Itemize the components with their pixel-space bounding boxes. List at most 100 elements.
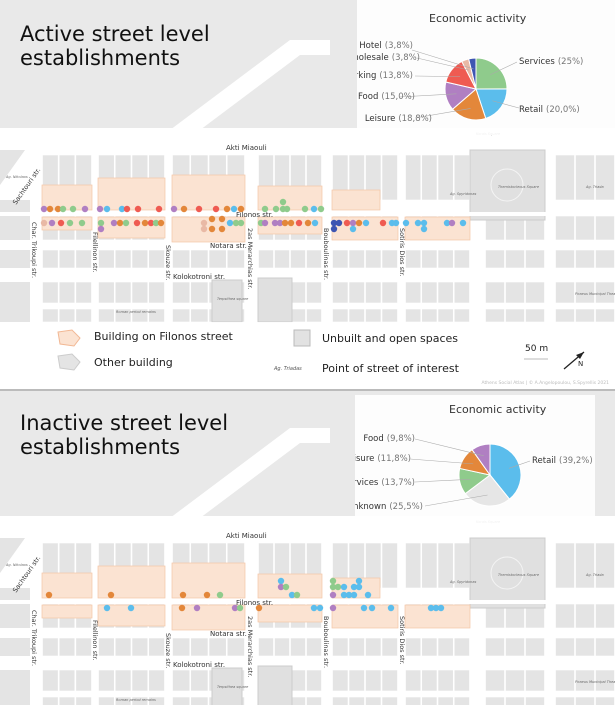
pie-label-name: Food xyxy=(363,434,383,444)
establishment-dot-parking xyxy=(295,219,303,227)
building xyxy=(131,696,149,705)
leader-line xyxy=(508,460,531,469)
street-label-ag_spyridonas: Ag. Spyridonas xyxy=(449,580,476,584)
filonos-building xyxy=(257,604,323,623)
building xyxy=(226,249,245,269)
establishment-dot-food xyxy=(48,219,56,227)
establishment-dot-wholesale xyxy=(200,219,208,227)
building xyxy=(505,637,525,657)
building xyxy=(332,249,349,269)
building xyxy=(258,637,274,657)
building xyxy=(555,215,575,241)
street-label-terpsithea: Terpsithea square xyxy=(217,297,248,301)
building xyxy=(595,637,615,657)
street-label-notara: Notara str. xyxy=(210,630,247,638)
building xyxy=(555,249,575,269)
establishment-dot-services xyxy=(122,219,130,227)
street-label-themistocleous: Themistocleous Square xyxy=(498,185,539,189)
filonos-building xyxy=(404,216,471,241)
establishment-dot-retail xyxy=(118,205,126,213)
establishment-dot-services xyxy=(329,583,337,591)
building xyxy=(98,696,115,705)
building xyxy=(258,249,274,269)
building xyxy=(332,281,349,304)
establishment-dot-services xyxy=(237,219,245,227)
establishment-dot-retail xyxy=(127,604,135,612)
building xyxy=(208,249,227,269)
establishment-dot-leisure xyxy=(203,591,211,599)
pie-chart: Retail(39,2%) Unknown(25,5%) Services(13,7… xyxy=(355,434,593,512)
establishment-dot-retail xyxy=(277,577,285,585)
building xyxy=(421,249,438,269)
street-label-skouze: Skouze str. xyxy=(164,245,172,280)
street-label-notara: Notara str. xyxy=(210,242,247,250)
building xyxy=(0,200,30,240)
pie-chart-box: Retail(39,2%) Unknown(25,5%) Services(13,7… xyxy=(355,395,595,525)
building xyxy=(381,281,398,304)
establishment-dot-leisure xyxy=(304,219,312,227)
building xyxy=(381,696,398,705)
building xyxy=(332,637,349,657)
building xyxy=(58,281,76,304)
legend-filonos-building: Building on Filonos street xyxy=(94,330,233,343)
themistocleous-square xyxy=(469,149,546,221)
filonos-building xyxy=(257,185,323,211)
establishment-dot-leisure xyxy=(281,219,289,227)
pie-chart-box: Services (25%) Retail (20,0%) Leisure (18,8%)… xyxy=(357,0,615,135)
establishment-dot-retail xyxy=(360,604,368,612)
pie-chart: Services (25%) Retail (20,0%) Leisure (18,8%)… xyxy=(357,41,583,124)
building xyxy=(453,696,470,705)
building xyxy=(98,308,115,323)
establishment-dot-services xyxy=(78,219,86,227)
pie-label-food: Food (9,8%) xyxy=(363,434,415,444)
building xyxy=(505,696,525,705)
building xyxy=(595,308,615,323)
establishment-dot-food xyxy=(96,205,104,213)
north-label: N xyxy=(578,360,584,368)
establishment-dot-leisure xyxy=(178,604,186,612)
building xyxy=(405,249,422,269)
building xyxy=(485,308,505,323)
building xyxy=(172,669,191,692)
establishment-dot-retail xyxy=(311,219,319,227)
building xyxy=(148,281,165,304)
filonos-street xyxy=(0,600,615,604)
establishment-dot-leisure xyxy=(208,215,216,223)
building xyxy=(365,281,382,304)
establishment-dot-retail xyxy=(432,604,440,612)
establishment-dot-services xyxy=(59,205,67,213)
building xyxy=(555,542,575,589)
establishment-dot-retail xyxy=(310,604,318,612)
building xyxy=(306,637,322,657)
building xyxy=(437,669,454,692)
establishment-dot-hotel xyxy=(330,219,338,227)
building xyxy=(365,637,382,657)
square-path xyxy=(490,556,524,590)
terpsithea-square xyxy=(211,279,243,323)
building xyxy=(58,637,76,657)
establishment-dot-retail xyxy=(420,225,428,233)
establishment-dot-services xyxy=(282,583,290,591)
building xyxy=(595,542,615,589)
title-line-2: establishments xyxy=(20,435,181,459)
building xyxy=(148,637,165,657)
building xyxy=(131,281,149,304)
building xyxy=(190,249,209,269)
building xyxy=(332,696,349,705)
establishment-dot-retail xyxy=(459,219,467,227)
building xyxy=(595,696,615,705)
square-path xyxy=(490,168,524,202)
title-line-1: Active street level xyxy=(20,22,210,46)
establishment-dot-retail xyxy=(414,219,422,227)
establishment-dot-hotel xyxy=(335,219,343,227)
building xyxy=(58,696,76,705)
terpsithea-square xyxy=(211,667,243,705)
establishment-dot-services xyxy=(301,205,309,213)
building xyxy=(58,669,76,692)
street-label-ag_triada: Ag. Triada xyxy=(585,185,604,189)
leader-line xyxy=(409,458,474,465)
building xyxy=(190,281,209,304)
street-label-theatre: Piraeus Municipal Theatre xyxy=(575,292,615,296)
building xyxy=(0,250,30,268)
establishment-dot-leisure xyxy=(218,215,226,223)
